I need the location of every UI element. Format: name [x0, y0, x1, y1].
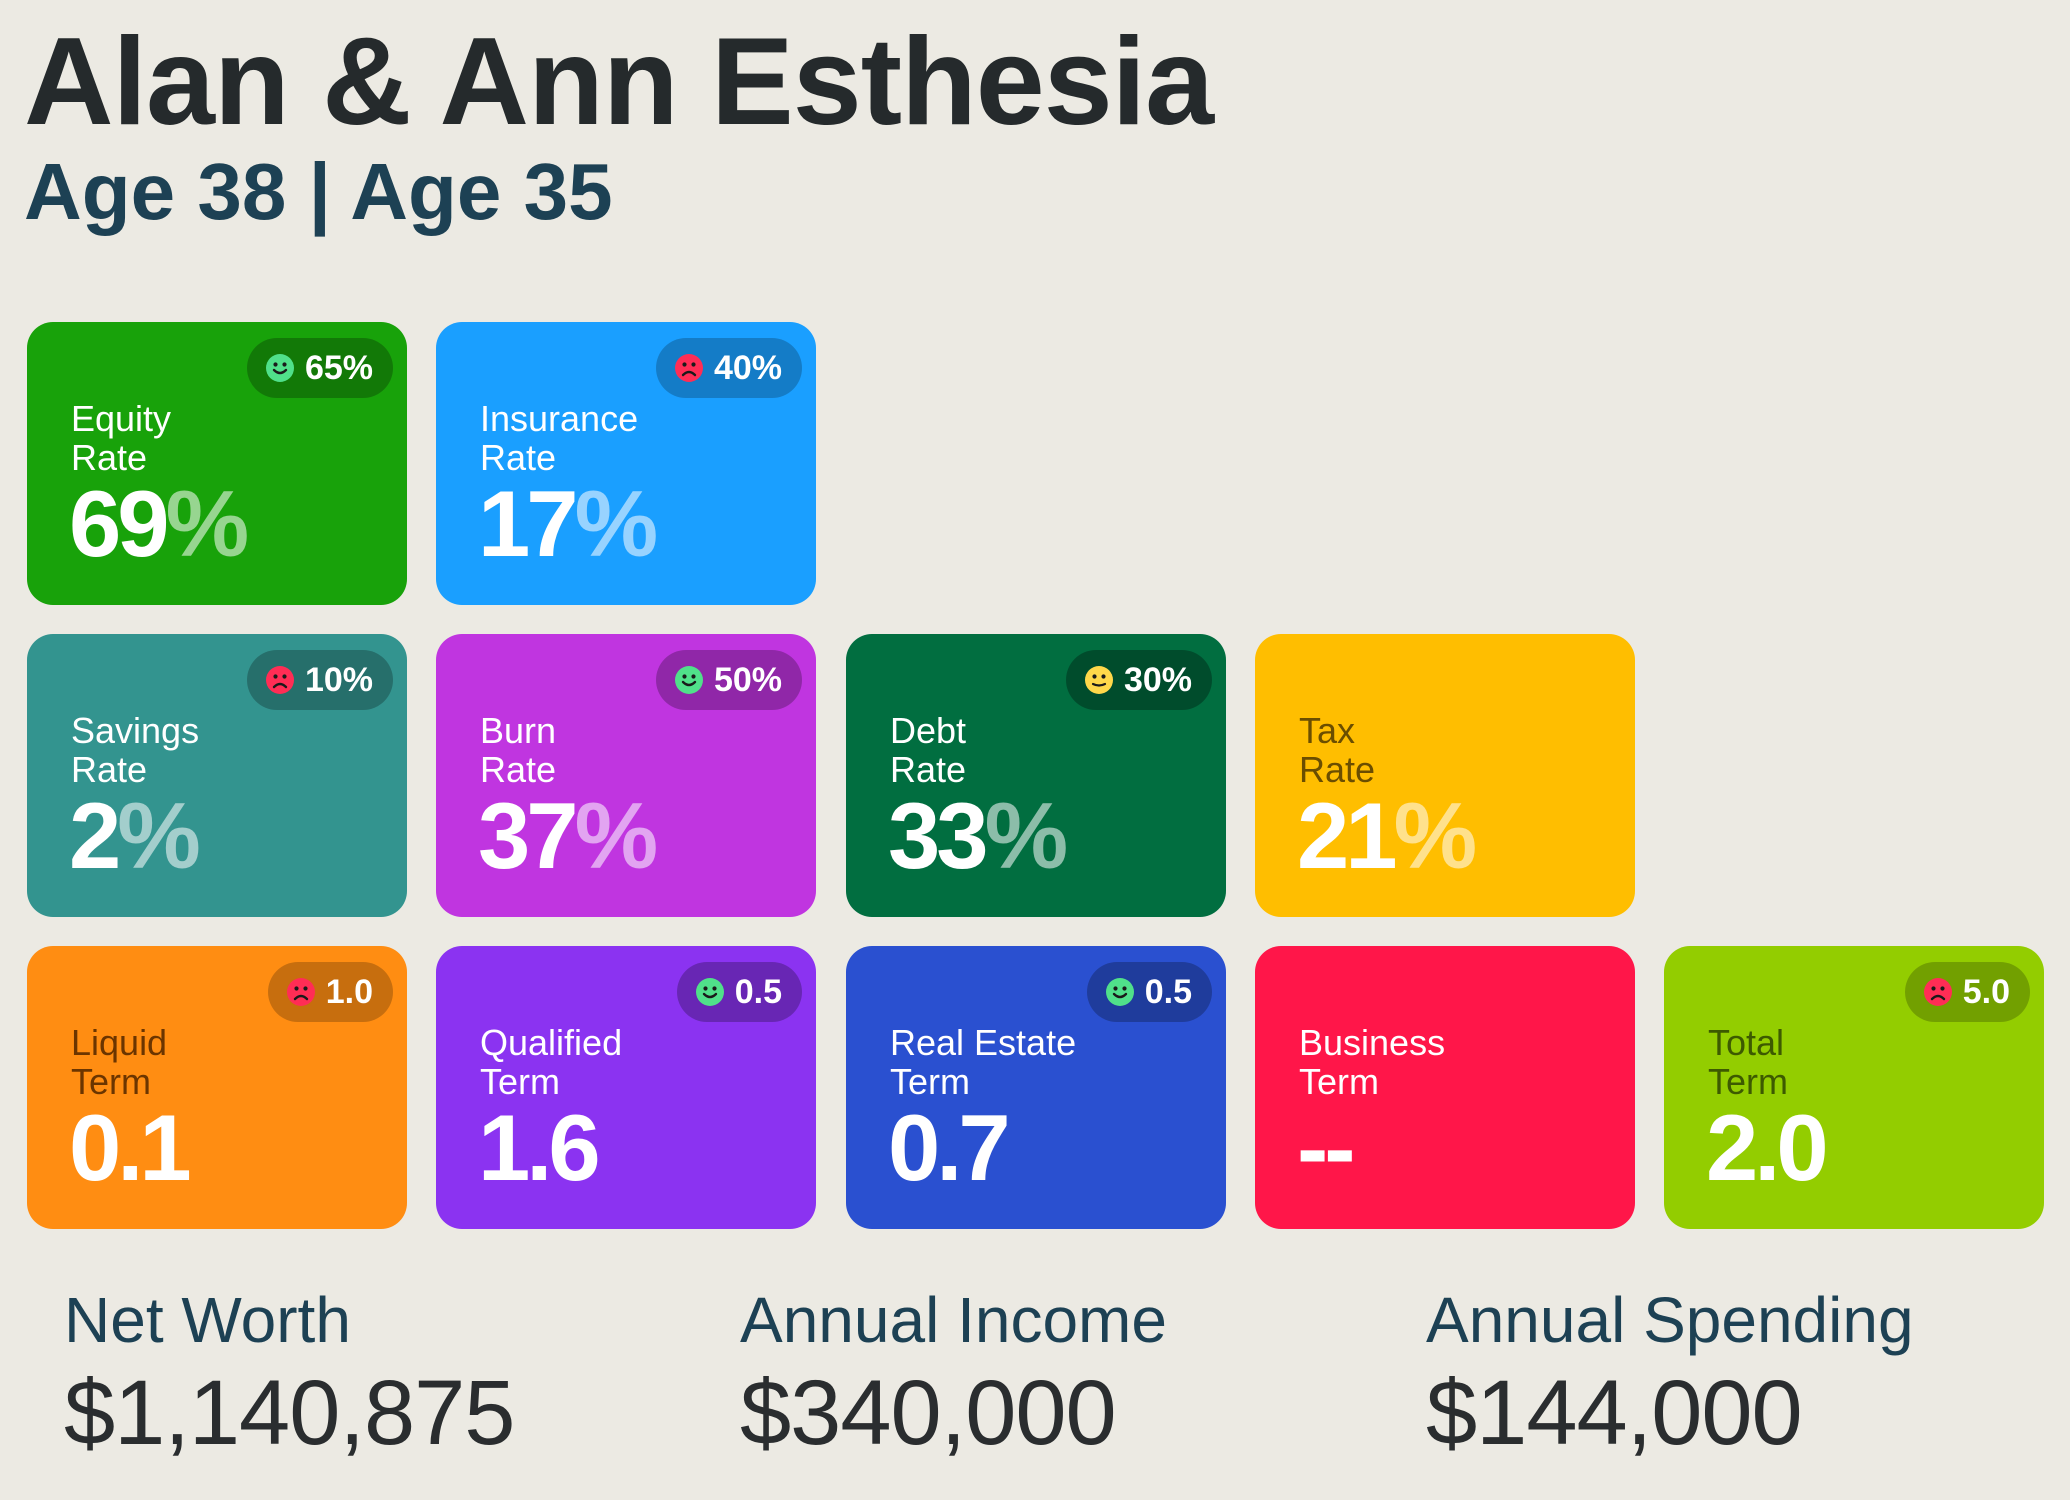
insurance-rate-target: 40%	[713, 348, 782, 387]
qualified-term-badge: 0.5	[676, 962, 802, 1022]
sad-face-icon	[265, 666, 294, 694]
business-term-card[interactable]: Business Term --	[1255, 946, 1635, 1229]
total-term-badge: 5.0	[1904, 962, 2030, 1022]
liquid-term-badge: 1.0	[267, 962, 393, 1022]
burn-rate-value: 37%	[478, 783, 658, 888]
happy-face-icon	[695, 978, 724, 1006]
sad-face-icon	[286, 978, 315, 1006]
insurance-rate-badge: 40%	[655, 338, 802, 398]
happy-face-icon	[1105, 978, 1134, 1006]
annual-spending-stat: Annual Spending $144,000	[1426, 1285, 1914, 1465]
real-estate-term-target: 0.5	[1144, 972, 1192, 1011]
sad-face-icon	[1923, 978, 1952, 1006]
equity-rate-card[interactable]: 65% Equity Rate 69%	[27, 322, 407, 605]
tax-rate-card[interactable]: Tax Rate 21%	[1255, 634, 1635, 917]
liquid-term-target: 1.0	[325, 972, 373, 1011]
neutral-face-icon	[1084, 666, 1113, 694]
tax-rate-value: 21%	[1297, 783, 1477, 888]
insurance-rate-label: Insurance Rate	[480, 398, 639, 478]
savings-rate-label: Savings Rate	[71, 710, 200, 790]
client-name-title: Alan & Ann Esthesia	[24, 13, 1214, 151]
net-worth-stat: Net Worth $1,140,875	[64, 1284, 515, 1465]
savings-rate-card[interactable]: 10% Savings Rate 2%	[27, 634, 407, 917]
annual-income-stat: Annual Income $340,000	[740, 1285, 1167, 1465]
burn-rate-badge: 50%	[655, 650, 802, 710]
liquid-term-card[interactable]: 1.0 Liquid Term 0.1	[27, 946, 407, 1229]
net-worth-label: Net Worth	[64, 1284, 351, 1356]
business-term-label: Business Term	[1299, 1022, 1446, 1102]
real-estate-term-badge: 0.5	[1086, 962, 1212, 1022]
real-estate-term-card[interactable]: 0.5 Real Estate Term 0.7	[846, 946, 1226, 1229]
qualified-term-target: 0.5	[734, 972, 782, 1011]
annual-income-label: Annual Income	[740, 1284, 1167, 1356]
business-term-value: --	[1297, 1095, 1356, 1200]
qualified-term-label: Qualified Term	[480, 1022, 623, 1102]
happy-face-icon	[674, 666, 703, 694]
equity-rate-target: 65%	[304, 348, 373, 387]
total-term-value: 2.0	[1706, 1095, 1829, 1200]
real-estate-term-label: Real Estate Term	[890, 1022, 1077, 1102]
client-ages-subtitle: Age 38 | Age 35	[24, 147, 613, 236]
total-term-card[interactable]: 5.0 Total Term 2.0	[1664, 946, 2044, 1229]
savings-rate-value: 2%	[69, 783, 201, 888]
liquid-term-value: 0.1	[69, 1095, 192, 1200]
debt-rate-target: 30%	[1123, 660, 1192, 699]
net-worth-value: $1,140,875	[64, 1362, 515, 1465]
insurance-rate-value: 17%	[478, 471, 658, 576]
debt-rate-label: Debt Rate	[890, 710, 967, 790]
annual-spending-label: Annual Spending	[1426, 1284, 1914, 1356]
tax-rate-label: Tax Rate	[1299, 710, 1376, 790]
debt-rate-badge: 30%	[1065, 650, 1212, 710]
burn-rate-target: 50%	[713, 660, 782, 699]
qualified-term-card[interactable]: 0.5 Qualified Term 1.6	[436, 946, 816, 1229]
debt-rate-value: 33%	[888, 783, 1068, 888]
insurance-rate-card[interactable]: 40% Insurance Rate 17%	[436, 322, 816, 605]
equity-rate-value: 69%	[69, 471, 249, 576]
total-term-target: 5.0	[1962, 972, 2010, 1011]
qualified-term-value: 1.6	[478, 1095, 601, 1200]
burn-rate-label: Burn Rate	[480, 710, 557, 790]
happy-face-icon	[265, 354, 294, 382]
savings-rate-target: 10%	[304, 660, 373, 699]
total-term-label: Total Term	[1708, 1022, 1788, 1102]
debt-rate-card[interactable]: 30% Debt Rate 33%	[846, 634, 1226, 917]
annual-income-value: $340,000	[740, 1362, 1117, 1465]
annual-spending-value: $144,000	[1426, 1362, 1803, 1465]
equity-rate-badge: 65%	[246, 338, 393, 398]
equity-rate-label: Equity Rate	[71, 398, 172, 478]
real-estate-term-value: 0.7	[888, 1095, 1011, 1200]
burn-rate-card[interactable]: 50% Burn Rate 37%	[436, 634, 816, 917]
savings-rate-badge: 10%	[246, 650, 393, 710]
liquid-term-label: Liquid Term	[71, 1022, 168, 1102]
sad-face-icon	[674, 354, 703, 382]
